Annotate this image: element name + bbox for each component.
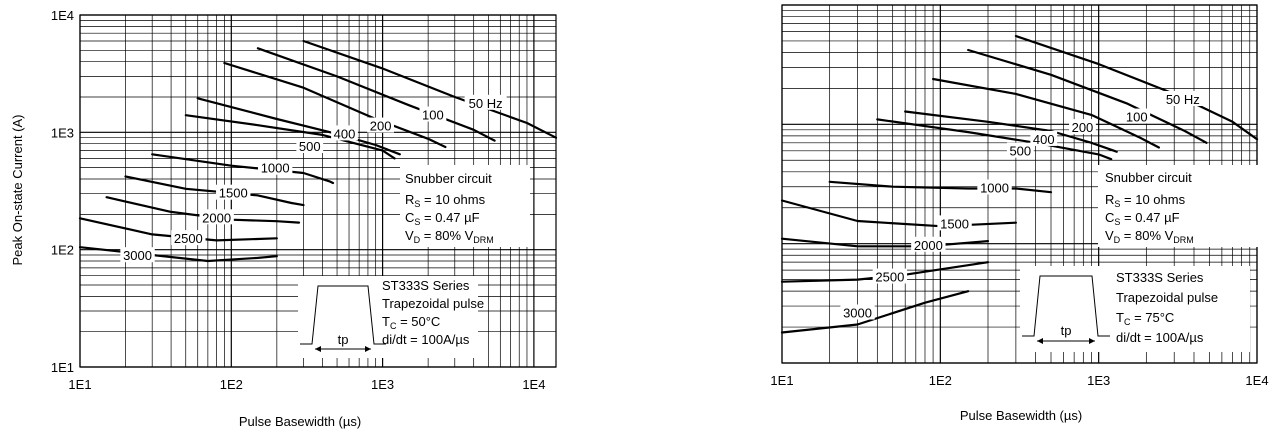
right-x-tick-label: 1E3 — [1087, 373, 1110, 388]
right-series-line-1000 — [828, 180, 1053, 194]
left-series-labels: 50 Hz 100 200 400 500 1000 1500 2000 2500 3000 — [120, 94, 507, 263]
right-series-label-bg — [937, 215, 972, 231]
left-snubber-cs: CS = 0.47 µF — [405, 210, 480, 227]
left-snubber-note: Snubber circuit RS = 10 ohms CS = 0.47 µ… — [400, 165, 530, 247]
right-series-label-bg — [1030, 130, 1058, 146]
left-series-label: 3000 — [123, 248, 152, 263]
left-case-temp: TC = 50°C — [382, 314, 440, 331]
left-tp-label: tp — [338, 332, 349, 347]
left-series-label: 500 — [299, 139, 321, 154]
left-series-title: ST333S Series — [382, 278, 470, 293]
left-series-label-bg — [216, 184, 251, 200]
right-snubber-title: Snubber circuit — [1105, 170, 1192, 185]
left-x-tick-label: 1E4 — [522, 377, 545, 392]
right-series-label-bg — [1006, 142, 1034, 158]
right-series-label-bg — [1161, 90, 1204, 106]
right-trapezoid-pulse-icon — [1022, 275, 1110, 337]
right-x-tick-label: 1E1 — [770, 373, 793, 388]
right-series-line-1500 — [780, 199, 1018, 228]
right-series-label-bg — [872, 268, 908, 284]
right-series-label: 200 — [1072, 120, 1094, 135]
left-chart: 50 Hz 100 200 400 500 1000 1500 2000 2500 3000 1E… — [10, 8, 558, 429]
left-y-tick-label: 1E3 — [51, 125, 74, 140]
right-snubber-rs: RS = 10 ohms — [1105, 192, 1186, 209]
left-series-label-bg — [464, 94, 507, 110]
right-series-label: 500 — [1009, 144, 1031, 159]
left-series-label: 1500 — [219, 186, 248, 201]
right-x-tick-label: 1E4 — [1245, 373, 1268, 388]
right-series-label-bg — [1069, 119, 1096, 135]
left-series-label: 200 — [370, 119, 392, 134]
right-series-line-3000 — [780, 290, 970, 334]
left-series-box: tp ST333S Series Trapezoidal pulse TC = … — [298, 276, 484, 358]
left-series-label: 2500 — [174, 231, 203, 246]
left-series-label-bg — [120, 247, 155, 263]
left-series-line-1000 — [151, 153, 335, 185]
right-didt: di/dt = 100A/µs — [1116, 330, 1204, 345]
left-series-label: 1000 — [261, 161, 290, 176]
left-series-line-50-hz — [302, 39, 558, 139]
right-series-label: 2500 — [875, 270, 904, 285]
left-series-label-bg — [171, 230, 206, 246]
left-trapezoid-pulse-icon — [300, 285, 386, 345]
left-y-axis-label: Peak On-state Current (A) — [10, 115, 25, 266]
right-series-label-bg — [911, 236, 946, 252]
left-pulse-type: Trapezoidal pulse — [382, 296, 484, 311]
left-y-tick-label: 1E1 — [51, 360, 74, 375]
left-series-label-bg — [419, 106, 447, 122]
right-series-label: 50 Hz — [1166, 92, 1200, 107]
left-snubber-title: Snubber circuit — [405, 171, 492, 186]
left-series-label-bg — [296, 137, 324, 153]
left-series-label-bg — [257, 159, 293, 175]
right-x-tick-label: 1E2 — [929, 373, 952, 388]
left-series-label-bg — [199, 209, 234, 225]
left-series-line-100 — [256, 47, 496, 142]
left-series-label: 50 Hz — [469, 96, 503, 111]
left-y-tick-label: 1E4 — [51, 8, 74, 23]
right-series-box: tp ST333S Series Trapezoidal pulse TC = … — [1020, 266, 1250, 352]
right-series-label: 1500 — [940, 216, 969, 231]
left-y-tick-label: 1E2 — [51, 243, 74, 258]
right-series-label-bg — [977, 179, 1012, 195]
left-snubber-rs: RS = 10 ohms — [405, 192, 486, 209]
right-series-label: 3000 — [843, 305, 872, 320]
right-series-line-100 — [967, 48, 1208, 144]
right-series-title: ST333S Series — [1116, 270, 1204, 285]
left-x-tick-label: 1E2 — [220, 377, 243, 392]
right-series-line-2000 — [780, 237, 990, 248]
left-series-line-500 — [184, 114, 396, 160]
left-series-label-bg — [367, 117, 394, 133]
left-x-tick-label: 1E3 — [371, 377, 394, 392]
left-tick-labels: 1E1 1E2 1E3 1E4 1E1 1E2 1E3 1E4 — [51, 8, 546, 392]
right-series-label-bg — [1123, 108, 1151, 124]
right-snubber-vd: VD = 80% VDRM — [1105, 228, 1194, 245]
left-x-axis-label: Pulse Basewidth (µs) — [239, 414, 361, 429]
right-series-label-bg — [840, 304, 875, 320]
right-series-label: 400 — [1033, 132, 1055, 147]
right-series-label: 100 — [1126, 110, 1148, 125]
right-series-label: 1000 — [980, 180, 1009, 195]
right-x-axis-label: Pulse Basewidth (µs) — [960, 408, 1082, 423]
left-series-label: 2000 — [202, 210, 231, 225]
left-series-label-bg — [331, 125, 358, 141]
right-series-line-200 — [931, 77, 1161, 149]
left-x-tick-label: 1E1 — [68, 377, 91, 392]
left-didt: di/dt = 100A/µs — [382, 332, 470, 347]
left-series-line-1500 — [124, 175, 305, 207]
right-series-label: 2000 — [914, 238, 943, 253]
right-tp-label: tp — [1061, 323, 1072, 338]
left-series-label: 100 — [422, 108, 444, 123]
left-plot-frame — [79, 14, 557, 368]
right-tick-labels: 1E1 1E2 1E3 1E4 — [770, 373, 1268, 388]
right-case-temp: TC = 75°C — [1116, 310, 1174, 327]
right-snubber-cs: CS = 0.47 µF — [1105, 210, 1180, 227]
left-snubber-vd: VD = 80% VDRM — [405, 228, 494, 245]
right-pulse-type: Trapezoidal pulse — [1116, 290, 1218, 305]
right-snubber-note: Snubber circuit RS = 10 ohms CS = 0.47 µ… — [1098, 165, 1258, 247]
left-series-label: 400 — [334, 126, 356, 141]
